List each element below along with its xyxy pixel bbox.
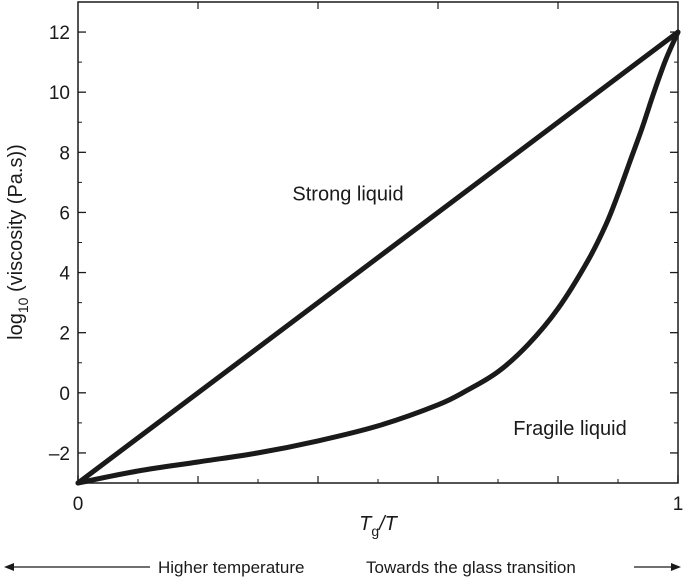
y-tick-label: 4 [59,264,70,285]
x-axis-title: Tg/T [359,513,399,539]
y-tick-label: 8 [59,143,70,164]
y-tick-label: –2 [49,444,70,465]
x-tick-label: 1 [673,494,684,515]
y-axis-title: log10 (viscosity (Pa.s)) [5,144,31,340]
y-axis-title-subscript: 10 [15,297,31,313]
y-tick-label: 12 [49,23,70,44]
plot-frame [77,1,679,484]
y-axis-ticks: –2 0 2 4 6 8 10 12 [49,1,678,484]
y-axis-title-prefix: log [5,313,27,340]
series-line-fragile [75,29,681,486]
y-tick-label: 6 [59,203,70,224]
y-tick-label: 10 [49,83,70,104]
annotation-label: Strong liquid [292,183,403,205]
series-line-strong [75,29,681,486]
x-tick-label: 0 [73,494,84,515]
series-layer [75,29,681,486]
right-arrow-head [671,563,681,571]
left-arrow-head [4,563,14,571]
x-axis-title-tail: /T [377,513,399,535]
footer-left-label: Higher temperature [158,558,304,577]
annotation-layer: Strong liquid Fragile liquid [292,183,626,439]
y-tick-label: 0 [59,384,70,405]
y-axis-title-tail: (viscosity (Pa.s)) [5,144,27,297]
y-tick-label: 2 [59,324,70,345]
footer-right-label: Towards the glass transition [366,558,576,577]
x-axis-title-subscript: g [371,523,379,539]
annotation-label: Fragile liquid [513,418,626,440]
x-axis-title-main: T [359,513,373,535]
